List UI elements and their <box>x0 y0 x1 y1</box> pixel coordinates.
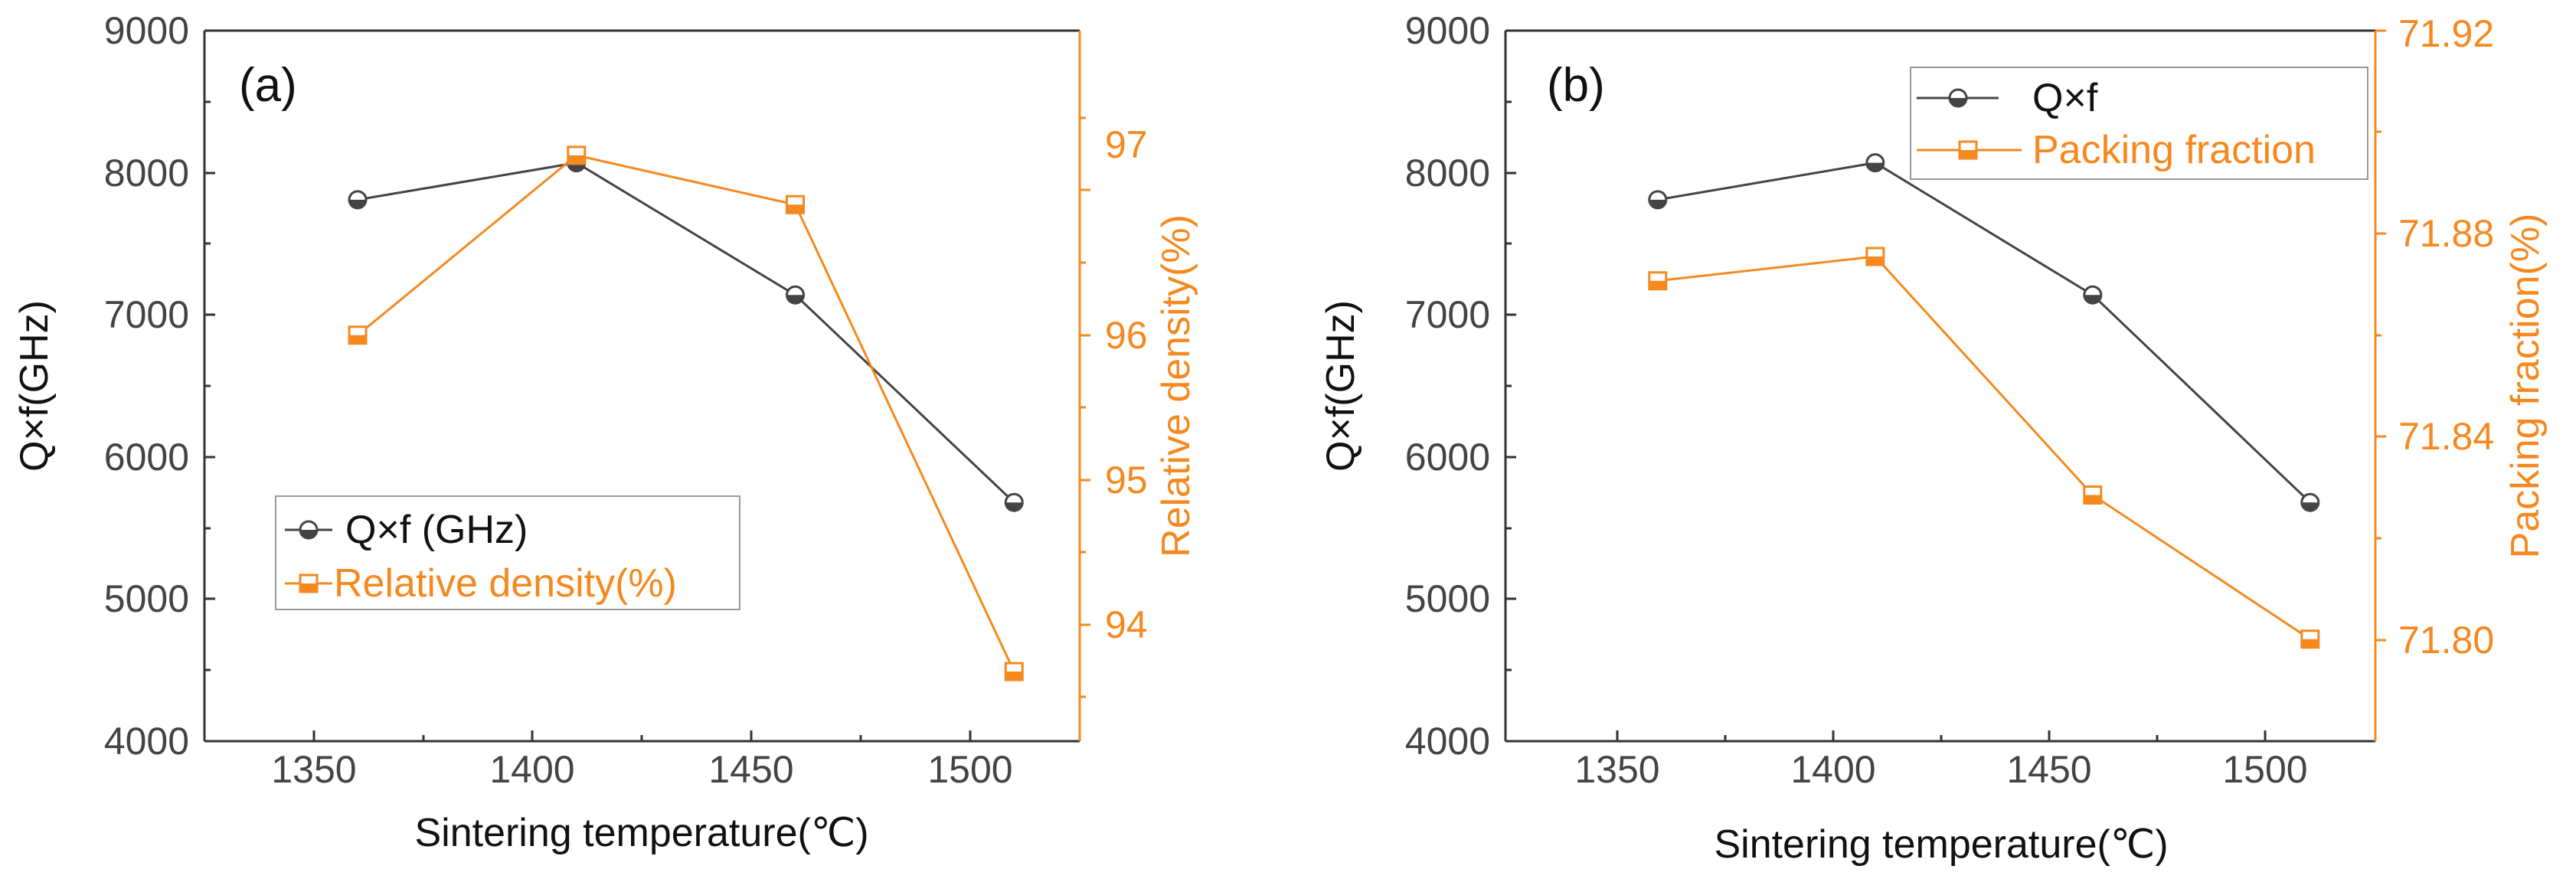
panel-a-legend-box <box>275 495 740 610</box>
panel-a-x-ticks: 1350 1400 1450 1500 <box>271 730 1013 791</box>
panel-b-y2-ticks: 71.80 71.84 71.88 71.92 <box>2375 12 2494 662</box>
panel-b-point-qf <box>1865 153 1885 173</box>
chart-panel-a: 4000 5000 6000 7000 8000 9000 94 95 96 9… <box>12 9 1198 855</box>
panel-b-series-qf-line <box>1657 162 2311 504</box>
panel-a-y-tick-label: 9000 <box>104 9 189 52</box>
panel-b-y2-tick-label: 71.84 <box>2398 415 2494 458</box>
panel-a-legend: Q×f (GHz) Relative density(%) <box>275 495 740 610</box>
panel-b-label: (b) <box>1547 59 1605 112</box>
panel-a-y-tick-label: 6000 <box>104 436 189 479</box>
panel-a-y-tick-label: 8000 <box>104 152 189 194</box>
panel-a-y2-tick-label: 94 <box>1105 603 1148 646</box>
panel-b-x-tick-label: 1450 <box>2006 748 2091 791</box>
panel-a-point-qf <box>1004 492 1024 512</box>
panel-b-x-ticks: 1350 1400 1450 1500 <box>1574 730 2308 791</box>
panel-b-point-qf <box>2300 492 2320 512</box>
panel-b-y-tick-label: 6000 <box>1405 436 1490 479</box>
panel-a-y2-axis-title: Relative density(%) <box>1154 214 1198 557</box>
panel-b-legend-packing-label: Packing fraction <box>2032 128 2316 172</box>
panel-b-legend-qf-marker <box>1948 88 1968 108</box>
panel-b-y-tick-label: 8000 <box>1405 152 1490 194</box>
panel-a-y-tick-label: 7000 <box>104 293 189 336</box>
panel-a-x-tick-label: 1450 <box>708 748 793 791</box>
panel-a-point-qf <box>348 190 368 210</box>
panel-b-y-ticks: 4000 5000 6000 7000 8000 9000 <box>1405 9 1516 763</box>
panel-b-y2-axis-title: Packing fraction(%) <box>2503 214 2548 559</box>
panel-b-y-tick-label: 5000 <box>1405 577 1490 620</box>
panel-b-y2-tick-label: 71.92 <box>2398 12 2494 55</box>
panel-b-series-packing-points <box>1648 247 2320 649</box>
panel-a-y-tick-label: 5000 <box>104 577 189 620</box>
panel-b-point-packing <box>1648 271 1668 291</box>
panel-b-y2-tick-label: 71.88 <box>2398 212 2494 255</box>
panel-a-legend-qf-marker <box>299 520 319 540</box>
panel-b-legend: Q×f Packing fraction <box>1910 67 2368 180</box>
panel-b-legend-qf-label: Q×f <box>2032 76 2098 120</box>
panel-a-y-axis-title: Q×f(GHz) <box>12 300 57 472</box>
panel-b-x-tick-label: 1350 <box>1574 748 1659 791</box>
panel-a-x-tick-label: 1350 <box>271 748 356 791</box>
panel-a-series-density-line <box>357 154 1015 672</box>
panel-b-legend-packing-marker <box>1958 140 1978 160</box>
panel-b-point-packing <box>2300 629 2320 649</box>
panel-b-x-axis-title: Sintering temperature(℃) <box>1714 822 2168 867</box>
panel-b-y-tick-label: 4000 <box>1405 720 1490 763</box>
panel-a-y-ticks: 4000 5000 6000 7000 8000 9000 <box>104 9 215 763</box>
panel-b-y2-tick-label: 71.80 <box>2398 619 2494 662</box>
panel-b-point-qf <box>2083 285 2103 305</box>
panel-a-series-qf-points <box>348 153 1024 512</box>
panel-a-legend-density-marker <box>299 573 319 593</box>
panel-b-point-packing <box>2083 485 2103 505</box>
panel-a-series-density-points <box>348 145 1024 681</box>
panel-a-point-qf <box>786 285 806 305</box>
panel-a-point-density <box>567 145 587 165</box>
panel-a-legend-density-label: Relative density(%) <box>334 561 677 606</box>
panel-a-x-axis-title: Sintering temperature(℃) <box>414 811 868 855</box>
panel-b-series-packing-line <box>1657 255 2311 641</box>
chart-panel-b: 4000 5000 6000 7000 8000 9000 71.80 71.8… <box>1319 9 2548 867</box>
panel-a-point-density <box>1004 662 1024 681</box>
panel-b-y-tick-label: 9000 <box>1405 9 1490 52</box>
panel-b-legend-box <box>1910 67 2368 180</box>
panel-a-y2-ticks: 94 95 96 97 <box>1080 116 1148 698</box>
panel-b-point-packing <box>1865 247 1885 266</box>
panel-b-x-tick-label: 1400 <box>1790 748 1875 791</box>
panel-a-y-tick-label: 4000 <box>104 720 189 763</box>
panel-a-point-density <box>348 325 368 345</box>
panel-a-y2-tick-label: 97 <box>1105 123 1148 166</box>
panel-b-point-qf <box>1648 190 1668 210</box>
panel-a-y2-tick-label: 96 <box>1105 314 1148 357</box>
panel-a-point-density <box>786 194 806 214</box>
panel-a-x-tick-label: 1500 <box>927 748 1012 791</box>
panel-b-series-qf-points <box>1648 153 2320 512</box>
panel-b-y-axis-title: Q×f(GHz) <box>1319 300 1363 472</box>
panel-a-x-tick-label: 1400 <box>489 748 574 791</box>
panel-a-y2-tick-label: 95 <box>1105 459 1148 502</box>
panel-b-y-tick-label: 7000 <box>1405 293 1490 336</box>
panel-a-label: (a) <box>239 59 297 112</box>
panel-b-x-tick-label: 1500 <box>2222 748 2307 791</box>
panel-a-series-qf-line <box>357 162 1015 504</box>
panel-a-legend-qf-label: Q×f (GHz) <box>345 508 528 552</box>
